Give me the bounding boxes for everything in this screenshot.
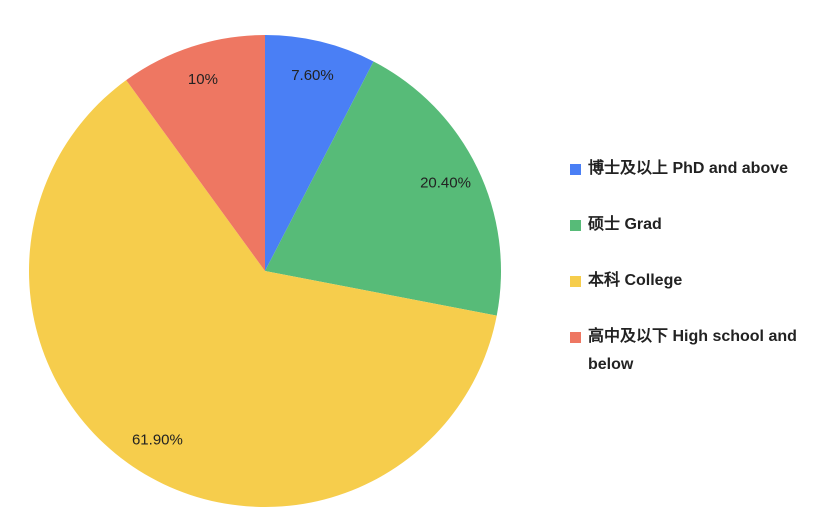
legend-swatch — [570, 332, 581, 343]
value-label: 10% — [188, 71, 218, 88]
legend-label: 硕士 Grad — [588, 216, 662, 233]
legend-item: 博士及以上 PhD and above — [570, 155, 830, 183]
legend: 博士及以上 PhD and above 硕士 Grad 本科 College 高中及以… — [570, 155, 830, 407]
legend-swatch — [570, 164, 581, 175]
value-label: 7.60% — [291, 67, 334, 84]
legend-item: 硕士 Grad — [570, 211, 830, 239]
chart: 7.60% 20.40% 61.90% 10% — [29, 35, 501, 507]
pie-slice — [265, 61, 501, 316]
pie-slice — [265, 35, 374, 271]
legend-label: 博士及以上 PhD and above — [588, 160, 789, 177]
legend-item: 高中及以下 High school and below — [570, 323, 830, 379]
legend-item: 本科 College — [570, 267, 830, 295]
legend-label: 本科 College — [588, 272, 683, 289]
legend-swatch — [570, 220, 581, 231]
legend-label: 高中及以下 High school and below — [588, 328, 797, 373]
value-label: 20.40% — [420, 174, 471, 191]
pie-slice — [126, 35, 265, 271]
legend-swatch — [570, 276, 581, 287]
pie-slice — [29, 80, 497, 507]
value-label: 61.90% — [132, 431, 183, 448]
